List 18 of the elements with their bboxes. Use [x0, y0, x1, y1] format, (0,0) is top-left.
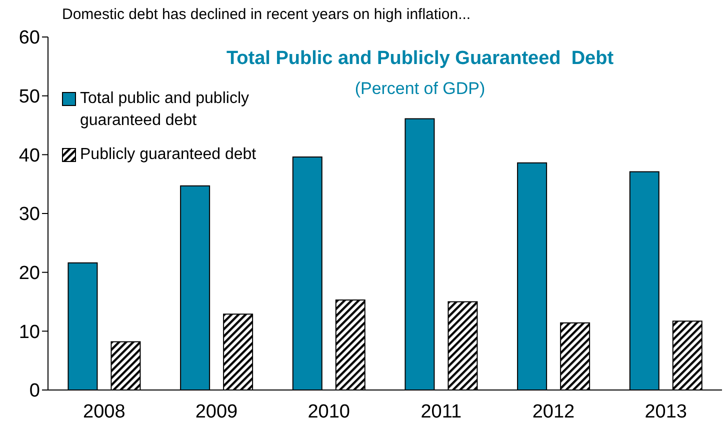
- y-tick-label: 10: [18, 322, 40, 343]
- y-tick-label: 40: [18, 145, 40, 166]
- y-tick-label: 50: [18, 86, 40, 108]
- x-tick-label: 2013: [644, 401, 687, 422]
- x-tick-label: 2010: [308, 401, 350, 422]
- y-tick-label: 20: [18, 263, 40, 284]
- x-tick-label: 2008: [83, 401, 126, 422]
- x-tick-label: 2012: [532, 401, 575, 422]
- legend-label: Publicly guaranteed debt: [80, 144, 290, 166]
- y-tick-label: 30: [18, 204, 40, 226]
- text: (Percent of GDP): [354, 79, 486, 98]
- text: Total Public and Publicly Guaranteed Debt: [225, 48, 615, 70]
- y-tick-label: 0: [29, 380, 40, 402]
- x-tick-label: 2009: [195, 401, 238, 422]
- text: Domestic debt has declined in recent years on high inflation...: [62, 6, 471, 23]
- legend-label: Total public and publicly guaranteed debt: [80, 88, 290, 132]
- x-tick-label: 2011: [420, 401, 462, 422]
- y-tick-label: 60: [18, 28, 40, 49]
